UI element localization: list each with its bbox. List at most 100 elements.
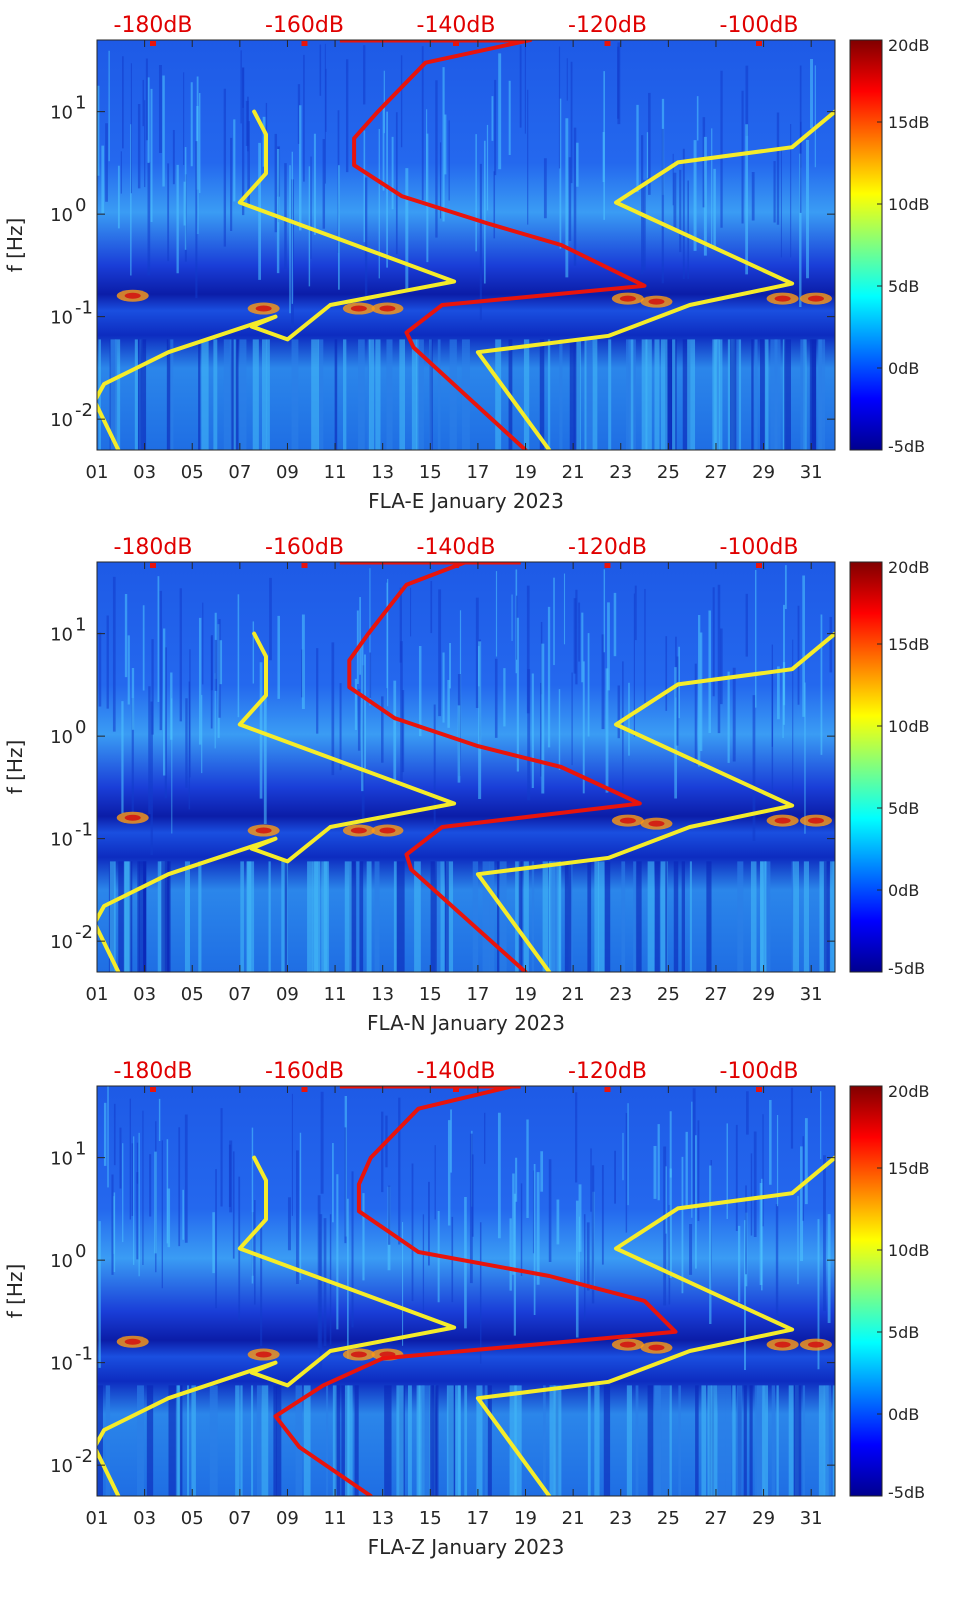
low-frequency-band (569, 339, 575, 450)
low-frequency-band (515, 861, 521, 972)
low-frequency-band (584, 339, 587, 450)
y-tick-label: 10 (50, 103, 73, 124)
y-tick-exponent: 1 (75, 615, 86, 636)
top-db-label: -100dB (720, 535, 799, 560)
low-frequency-band (291, 339, 299, 450)
spectrogram-texture (97, 562, 835, 972)
top-db-label: -180dB (114, 1059, 193, 1084)
low-frequency-band (168, 1385, 176, 1496)
low-frequency-band (564, 861, 572, 972)
microseism-core (774, 817, 791, 824)
colorbar-label: -5dB (888, 959, 925, 978)
x-tick-label: 01 (86, 462, 109, 483)
x-tick-label: 21 (562, 462, 585, 483)
low-frequency-band (143, 861, 147, 972)
y-tick-exponent: 0 (75, 717, 86, 738)
y-tick-label: 10 (50, 727, 73, 748)
low-frequency-band (531, 861, 535, 972)
low-frequency-band (421, 1385, 430, 1496)
low-frequency-band (268, 861, 271, 972)
top-db-marker (150, 563, 156, 568)
y-tick-exponent: 1 (75, 93, 86, 114)
low-frequency-band (495, 339, 502, 450)
low-frequency-band (716, 339, 719, 450)
x-tick-label: 01 (86, 1508, 109, 1529)
x-tick-label: 17 (466, 462, 489, 483)
low-frequency-band (343, 339, 347, 450)
low-frequency-band (105, 1385, 111, 1496)
low-frequency-band (756, 1385, 762, 1496)
low-frequency-band (408, 1385, 412, 1496)
y-tick-exponent: -1 (75, 298, 93, 319)
low-frequency-band (157, 861, 165, 972)
low-frequency-band (276, 1385, 282, 1496)
low-frequency-band (307, 861, 313, 972)
low-frequency-band (633, 861, 637, 972)
low-frequency-band (445, 861, 454, 972)
top-db-marker (301, 563, 308, 568)
colorbar-label: 5dB (888, 799, 919, 818)
red-noise-model-curve (273, 1086, 678, 1496)
low-frequency-band (771, 1385, 775, 1496)
low-frequency-band (654, 339, 660, 450)
top-db-marker (301, 41, 308, 46)
x-tick-label: 13 (371, 984, 394, 1005)
low-frequency-band (730, 339, 737, 450)
low-frequency-band (134, 339, 138, 450)
x-axis-title: FLA-E January 2023 (368, 489, 564, 513)
low-frequency-band (635, 1385, 639, 1496)
x-tick-label: 25 (657, 1508, 680, 1529)
low-frequency-band (201, 339, 209, 450)
low-frequency-band (354, 1385, 359, 1496)
low-frequency-band (654, 1385, 662, 1496)
low-frequency-band (314, 861, 321, 972)
x-tick-label: 25 (657, 984, 680, 1005)
low-frequency-band (523, 861, 529, 972)
low-frequency-band (384, 1385, 392, 1496)
low-frequency-band (273, 1385, 277, 1496)
yellow-low-model-curve (97, 109, 457, 450)
low-frequency-band (161, 861, 169, 972)
low-frequency-band (542, 861, 549, 972)
low-frequency-band (654, 861, 660, 972)
low-frequency-band (621, 861, 626, 972)
top-db-marker (301, 1087, 308, 1092)
y-tick-label: 10 (50, 1149, 73, 1170)
top-db-marker (604, 41, 611, 46)
low-frequency-band (660, 339, 668, 450)
low-frequency-band (681, 861, 685, 972)
low-frequency-band (559, 339, 563, 450)
x-tick-label: 27 (705, 462, 728, 483)
low-frequency-band (737, 861, 744, 972)
low-frequency-band (669, 1385, 672, 1496)
x-tick-label: 05 (181, 984, 204, 1005)
y-tick-exponent: 0 (75, 195, 86, 216)
low-frequency-band (321, 861, 330, 972)
axes-box (96, 561, 836, 973)
low-frequency-band (695, 1385, 699, 1496)
low-frequency-band (788, 1385, 794, 1496)
low-frequency-band (140, 339, 147, 450)
low-frequency-band (832, 1385, 835, 1496)
low-frequency-band (430, 861, 437, 972)
top-db-label: -100dB (720, 13, 799, 38)
low-frequency-band (446, 1385, 454, 1496)
y-tick-label: 10 (50, 625, 73, 646)
low-frequency-band (496, 861, 500, 972)
x-tick-label: 01 (86, 984, 109, 1005)
low-frequency-band (233, 339, 236, 450)
x-tick-label: 31 (800, 462, 823, 483)
low-frequency-band (366, 861, 372, 972)
low-frequency-band (774, 339, 781, 450)
x-tick-label: 03 (133, 462, 156, 483)
low-frequency-band (761, 1385, 769, 1496)
x-tick-label: 27 (705, 1508, 728, 1529)
low-frequency-band (749, 1385, 753, 1496)
low-frequency-band (326, 1385, 329, 1496)
y-tick-label: 10 (50, 932, 73, 953)
y-tick-exponent: -1 (75, 1344, 93, 1365)
yellow-high-model-curve (475, 1155, 835, 1496)
microseism-core (124, 292, 141, 299)
low-frequency-band (355, 861, 360, 972)
x-tick-label: 11 (324, 984, 347, 1005)
